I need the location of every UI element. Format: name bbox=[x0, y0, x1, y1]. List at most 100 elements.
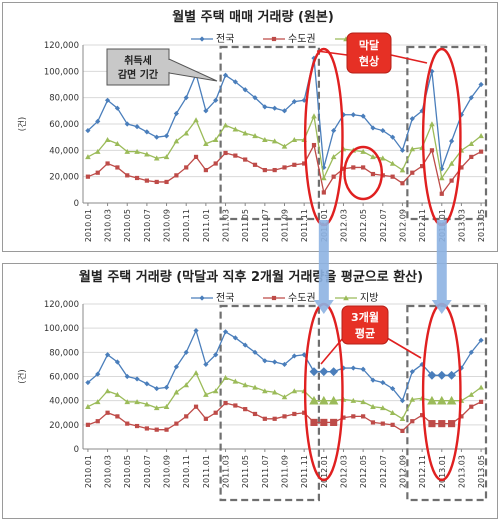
y-tick-label: 40,000 bbox=[49, 397, 79, 407]
data-point bbox=[174, 421, 179, 426]
data-point bbox=[262, 137, 268, 143]
dashed-period-box-1 bbox=[406, 45, 488, 221]
data-point bbox=[252, 411, 258, 417]
data-point bbox=[144, 178, 149, 183]
data-point bbox=[223, 400, 228, 406]
y-tick-label: 60,000 bbox=[49, 373, 79, 383]
data-point bbox=[291, 137, 298, 143]
data-point bbox=[232, 79, 238, 85]
data-point bbox=[302, 161, 307, 166]
x-tick-label: 2012.11 bbox=[418, 455, 427, 488]
data-point bbox=[311, 113, 317, 119]
data-point bbox=[183, 130, 190, 136]
data-point bbox=[330, 154, 337, 160]
data-point bbox=[478, 149, 484, 154]
callout-box bbox=[341, 305, 389, 345]
data-point bbox=[329, 367, 339, 377]
data-point bbox=[282, 165, 287, 170]
data-point bbox=[134, 148, 140, 154]
data-point bbox=[459, 165, 464, 170]
data-point bbox=[281, 108, 288, 114]
data-point bbox=[439, 191, 444, 196]
data-point bbox=[390, 422, 395, 427]
data-point bbox=[350, 365, 356, 371]
chart-title: 월별 주택 거래량 (막달과 직후 2개월 거래량을 평균으로 환산) bbox=[79, 269, 423, 285]
data-point bbox=[292, 411, 297, 417]
data-point bbox=[271, 138, 278, 144]
data-point bbox=[309, 367, 319, 377]
x-tick-label: 2011.05 bbox=[241, 455, 250, 488]
legend-marker-0 bbox=[199, 36, 205, 42]
data-point bbox=[94, 148, 101, 154]
data-point bbox=[134, 376, 140, 382]
data-point bbox=[360, 148, 366, 154]
data-point bbox=[310, 418, 318, 426]
x-tick-label: 2011.01 bbox=[202, 209, 211, 242]
data-point bbox=[281, 143, 288, 149]
data-point bbox=[330, 418, 338, 426]
data-point bbox=[243, 407, 248, 412]
data-point bbox=[389, 409, 396, 415]
y-axis-label: (건) bbox=[17, 117, 28, 131]
x-tick-label: 2012.09 bbox=[398, 209, 407, 242]
data-point bbox=[399, 147, 406, 153]
data-point bbox=[85, 403, 91, 409]
data-point bbox=[85, 174, 91, 179]
highlight-ellipse-1 bbox=[421, 302, 462, 482]
data-point bbox=[380, 421, 385, 426]
data-point bbox=[203, 108, 209, 114]
callout-pointer-left bbox=[320, 337, 344, 365]
data-point bbox=[478, 399, 484, 404]
x-tick-label: 2013.03 bbox=[457, 209, 466, 242]
data-point bbox=[242, 87, 248, 93]
data-point bbox=[448, 138, 455, 144]
data-point bbox=[223, 150, 228, 156]
data-point bbox=[331, 174, 336, 179]
data-point bbox=[125, 173, 130, 178]
data-point bbox=[468, 391, 475, 397]
data-point bbox=[468, 140, 475, 146]
x-tick-label: 2012.01 bbox=[320, 455, 329, 488]
data-point bbox=[428, 420, 436, 428]
data-point bbox=[399, 415, 406, 422]
data-point bbox=[233, 403, 238, 408]
x-tick-label: 2011.11 bbox=[300, 455, 309, 488]
data-point bbox=[115, 414, 120, 419]
data-point bbox=[478, 337, 484, 343]
data-point bbox=[409, 116, 415, 122]
callout-line: 평균 bbox=[355, 326, 375, 340]
data-point bbox=[272, 167, 277, 173]
data-point bbox=[400, 181, 405, 186]
x-tick-label: 2011.09 bbox=[281, 455, 290, 488]
data-point bbox=[399, 167, 406, 173]
y-tick-label: 20,000 bbox=[49, 173, 79, 183]
data-point bbox=[164, 427, 169, 432]
data-point bbox=[95, 118, 101, 124]
legend-label-1: 수도권 bbox=[288, 292, 316, 304]
x-tick-label: 2012.07 bbox=[379, 455, 388, 488]
x-tick-label: 2011.07 bbox=[261, 209, 270, 242]
data-point bbox=[429, 148, 435, 153]
chart-panel-averaged: 월별 주택 거래량 (막달과 직후 2개월 거래량을 평균으로 환산) 전국 수도권… bbox=[2, 263, 498, 519]
callout-pointer-right bbox=[386, 337, 422, 359]
data-point bbox=[173, 138, 180, 144]
data-point bbox=[193, 154, 199, 160]
series-1 bbox=[85, 399, 484, 433]
x-tick-label: 2010.09 bbox=[163, 455, 172, 488]
dashed-period-box-0 bbox=[219, 304, 321, 502]
chart-title: 월별 주택 매매 거래량 (원본) bbox=[172, 9, 334, 25]
data-point bbox=[243, 157, 248, 162]
legend-label-1: 수도권 bbox=[288, 33, 316, 45]
x-tick-label: 2013.01 bbox=[438, 455, 447, 488]
y-tick-label: 40,000 bbox=[49, 146, 79, 156]
data-point bbox=[291, 99, 297, 105]
data-point bbox=[469, 154, 474, 160]
data-point bbox=[301, 97, 307, 103]
x-tick-label: 2012.05 bbox=[359, 455, 368, 488]
data-point bbox=[144, 381, 150, 387]
data-point bbox=[163, 384, 170, 390]
data-point bbox=[124, 399, 131, 405]
data-point bbox=[104, 137, 111, 143]
data-point bbox=[233, 153, 238, 158]
